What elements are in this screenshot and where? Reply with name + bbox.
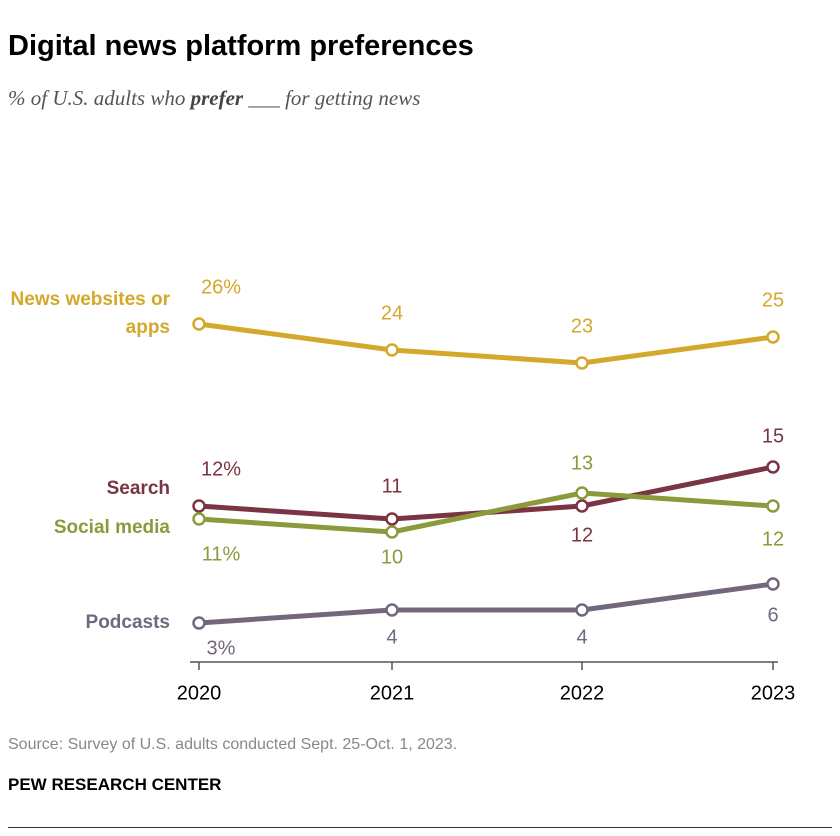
footer: PEW RESEARCH CENTER — [8, 775, 222, 794]
footer-rule — [8, 827, 832, 828]
data-point — [385, 512, 399, 526]
x-tick-label: 2022 — [560, 682, 605, 704]
data-point — [575, 356, 589, 370]
subtitle-text: % of U.S. adults who — [8, 86, 191, 110]
chart-subtitle: % of U.S. adults who prefer ___ for gett… — [8, 86, 420, 111]
data-label: 4 — [576, 626, 587, 648]
data-label: 23 — [571, 315, 593, 337]
data-point — [766, 460, 780, 474]
data-point — [575, 486, 589, 500]
data-label: 26% — [201, 276, 241, 298]
x-tick-label: 2020 — [177, 682, 222, 704]
data-label: 24 — [381, 302, 403, 324]
legend-label: Search — [106, 478, 170, 499]
data-label: 11% — [202, 543, 241, 565]
data-label: 12 — [762, 528, 784, 550]
data-point — [385, 343, 399, 357]
data-label: 15 — [762, 425, 784, 447]
data-label: 10 — [381, 546, 403, 568]
data-label: 6 — [767, 604, 778, 626]
data-point — [192, 616, 206, 630]
data-label: 25 — [762, 289, 784, 311]
x-tick-label: 2021 — [370, 682, 415, 704]
data-point — [192, 317, 206, 331]
data-point — [192, 512, 206, 526]
data-label: 11 — [382, 475, 403, 497]
series-line — [198, 321, 774, 366]
data-point — [385, 525, 399, 539]
data-label: 12 — [571, 524, 593, 546]
data-point — [766, 577, 780, 591]
series-line — [198, 490, 774, 535]
data-point — [575, 499, 589, 513]
data-label: 4 — [386, 626, 397, 648]
data-point — [192, 499, 206, 513]
x-tick-label: 2023 — [751, 682, 796, 704]
data-point — [385, 603, 399, 617]
series-line — [198, 581, 774, 626]
legend-label: Social media — [53, 517, 170, 538]
subtitle-text: ___ for getting news — [243, 86, 421, 110]
data-label: 3% — [207, 637, 236, 659]
data-point — [766, 499, 780, 513]
subtitle-emphasis: prefer — [190, 86, 244, 110]
source-note: Source: Survey of U.S. adults conducted … — [8, 736, 458, 753]
legend-label: News websites or apps — [10, 289, 170, 338]
data-label: 13 — [571, 452, 593, 474]
data-point — [766, 330, 780, 344]
data-label: 12% — [201, 458, 241, 480]
legend-label: Podcasts — [85, 612, 170, 633]
data-point — [575, 603, 589, 617]
chart-title: Digital news platform preferences — [8, 30, 474, 62]
